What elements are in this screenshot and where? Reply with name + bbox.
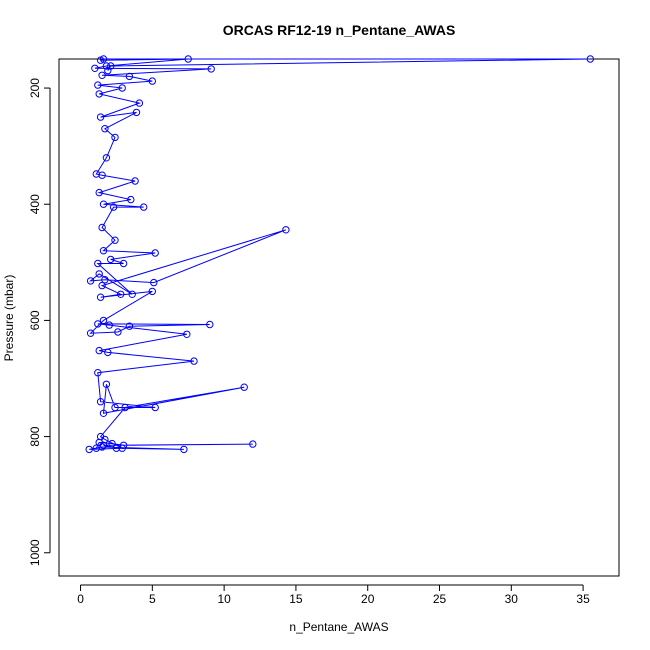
data-point: [94, 259, 102, 268]
data-point: [98, 223, 106, 232]
data-point: [282, 226, 290, 234]
data-point: [125, 72, 134, 81]
data-point: [104, 66, 112, 75]
data-point: [119, 259, 128, 268]
data-point: [132, 108, 141, 117]
x-tick-label: 25: [433, 592, 447, 606]
data-point: [112, 444, 121, 452]
data-point: [86, 329, 95, 337]
data-point: [99, 55, 108, 63]
data-point: [101, 276, 109, 284]
series-layer: [85, 55, 594, 454]
chart-title: ORCAS RF12-19 n_Pentane_AWAS: [223, 22, 456, 38]
data-point: [190, 357, 198, 365]
data-point: [586, 55, 594, 63]
data-point: [96, 432, 105, 441]
data-point: [95, 188, 103, 197]
data-point: [148, 77, 157, 85]
x-tick-label: 0: [77, 592, 84, 606]
series-line: [89, 58, 591, 450]
y-axis: 200 400 600 800 1000: [28, 78, 51, 566]
y-tick-label: 800: [28, 426, 42, 446]
data-point: [118, 444, 126, 452]
data-point: [102, 62, 111, 70]
data-point: [131, 177, 139, 185]
data-point: [102, 380, 111, 388]
x-tick-label: 15: [289, 592, 303, 606]
data-point: [95, 346, 103, 355]
data-point: [128, 290, 136, 298]
data-point: [111, 236, 119, 244]
data-point: [101, 125, 109, 133]
data-point: [92, 170, 101, 178]
data-point: [99, 247, 108, 255]
y-tick-label: 200: [28, 78, 42, 98]
data-point: [108, 439, 116, 448]
data-point: [117, 290, 125, 298]
data-point: [99, 316, 108, 325]
data-point: [118, 84, 126, 92]
data-point: [111, 403, 119, 412]
data-point: [240, 383, 248, 391]
data-point: [91, 64, 99, 73]
y-tick-label: 600: [28, 310, 42, 330]
data-point: [114, 328, 122, 336]
data-point: [105, 321, 114, 329]
data-point: [85, 445, 93, 454]
x-tick-label: 35: [576, 592, 590, 606]
data-point: [104, 348, 112, 357]
data-point: [180, 445, 188, 454]
data-point: [151, 249, 159, 257]
data-point: [98, 281, 106, 290]
y-tick-label: 1000: [28, 539, 42, 566]
plot-frame: [58, 58, 620, 577]
data-point: [184, 55, 192, 63]
data-point: [94, 81, 102, 89]
x-tick-label: 10: [217, 592, 231, 606]
data-point: [107, 255, 115, 264]
data-point: [102, 154, 111, 162]
data-point: [183, 330, 191, 338]
x-tick-label: 30: [505, 592, 519, 606]
data-point: [109, 203, 118, 211]
data-point: [206, 320, 214, 329]
data-point: [150, 278, 158, 287]
data-point: [98, 71, 106, 80]
data-point: [98, 443, 106, 451]
y-axis-label: Pressure (mbar): [2, 275, 16, 362]
data-point: [111, 133, 119, 142]
data-point: [99, 200, 108, 208]
data-point: [99, 409, 108, 417]
data-point: [96, 113, 105, 121]
data-point: [148, 287, 157, 296]
x-tick-label: 20: [361, 592, 375, 606]
data-point: [94, 320, 102, 328]
x-axis-label: n_Pentane_AWAS: [289, 620, 388, 634]
data-point: [95, 90, 103, 98]
data-point: [94, 369, 102, 377]
data-point: [140, 203, 148, 211]
data-point: [121, 403, 129, 412]
data-point: [127, 195, 135, 204]
data-point: [249, 440, 257, 448]
data-point: [207, 65, 215, 73]
data-point: [135, 99, 144, 107]
data-point: [96, 398, 105, 406]
data-point: [86, 277, 95, 285]
data-point: [96, 293, 105, 301]
x-axis: 0 5 10 15 20 25 30 35: [77, 584, 590, 606]
x-tick-label: 5: [149, 592, 156, 606]
data-point: [151, 403, 159, 412]
y-tick-label: 400: [28, 194, 42, 214]
data-point: [125, 322, 134, 330]
data-point: [95, 270, 103, 278]
